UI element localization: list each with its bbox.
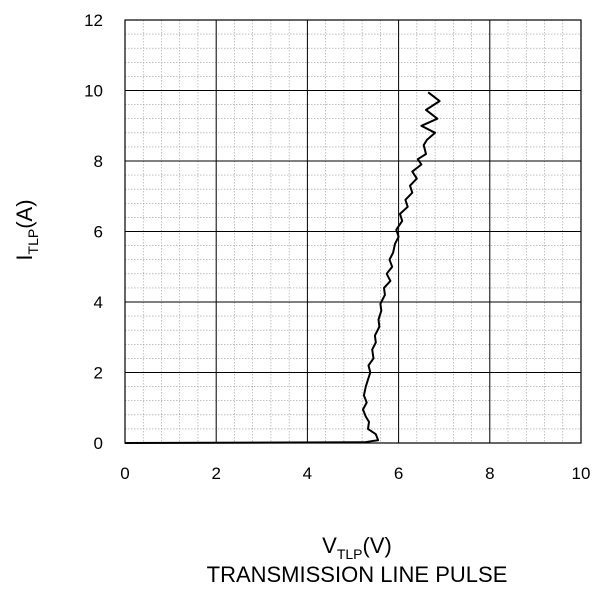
x-axis-label-main: V xyxy=(322,533,337,558)
y-tick-label: 0 xyxy=(94,434,103,453)
y-tick-label: 10 xyxy=(84,82,103,101)
x-axis-label-sub: TLP xyxy=(337,546,363,562)
y-tick-label: 4 xyxy=(94,293,103,312)
y-tick-label: 12 xyxy=(84,11,103,30)
x-tick-label: 6 xyxy=(394,464,403,483)
y-tick-labels: 0 2 4 6 8 10 12 xyxy=(84,11,103,453)
y-tick-label: 6 xyxy=(94,223,103,242)
x-tick-label: 8 xyxy=(485,464,494,483)
x-axis-label-unit: (V) xyxy=(363,533,392,558)
x-tick-label: 4 xyxy=(303,464,312,483)
y-axis-label-unit: (A) xyxy=(12,199,37,228)
chart-caption: TRANSMISSION LINE PULSE xyxy=(207,562,508,587)
y-axis-label-sub: TLP xyxy=(25,229,41,255)
x-axis-label: VTLP(V) xyxy=(322,533,392,562)
y-tick-label: 8 xyxy=(94,152,103,171)
y-axis-label-main: I xyxy=(12,254,37,260)
x-tick-label: 0 xyxy=(120,464,129,483)
x-tick-label: 10 xyxy=(572,464,591,483)
x-tick-labels: 0 2 4 6 8 10 xyxy=(120,464,590,483)
y-tick-label: 2 xyxy=(94,364,103,383)
y-axis-label: ITLP(A) xyxy=(12,199,41,260)
major-grid xyxy=(124,19,582,444)
x-tick-label: 2 xyxy=(211,464,220,483)
series-line-tlp xyxy=(124,91,441,444)
